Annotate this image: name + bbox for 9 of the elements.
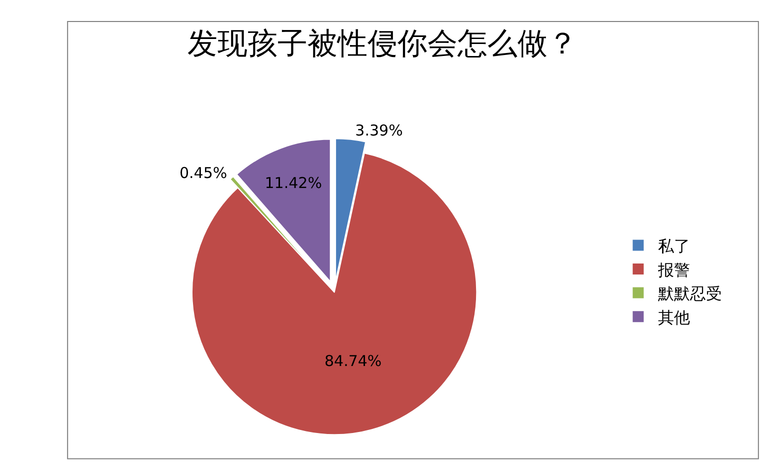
legend-label: 私了 [658,236,690,256]
data-label: 84.74% [324,352,382,370]
chart-title: 发现孩子被性侵你会怎么做？ [188,26,578,62]
legend-label: 默默忍受 [657,284,722,304]
data-label: 0.45% [179,164,228,182]
legend-label: 其他 [658,308,690,327]
legend-label: 报警 [657,260,690,280]
data-label: 3.39% [355,122,403,140]
data-label: 11.42% [264,174,322,192]
